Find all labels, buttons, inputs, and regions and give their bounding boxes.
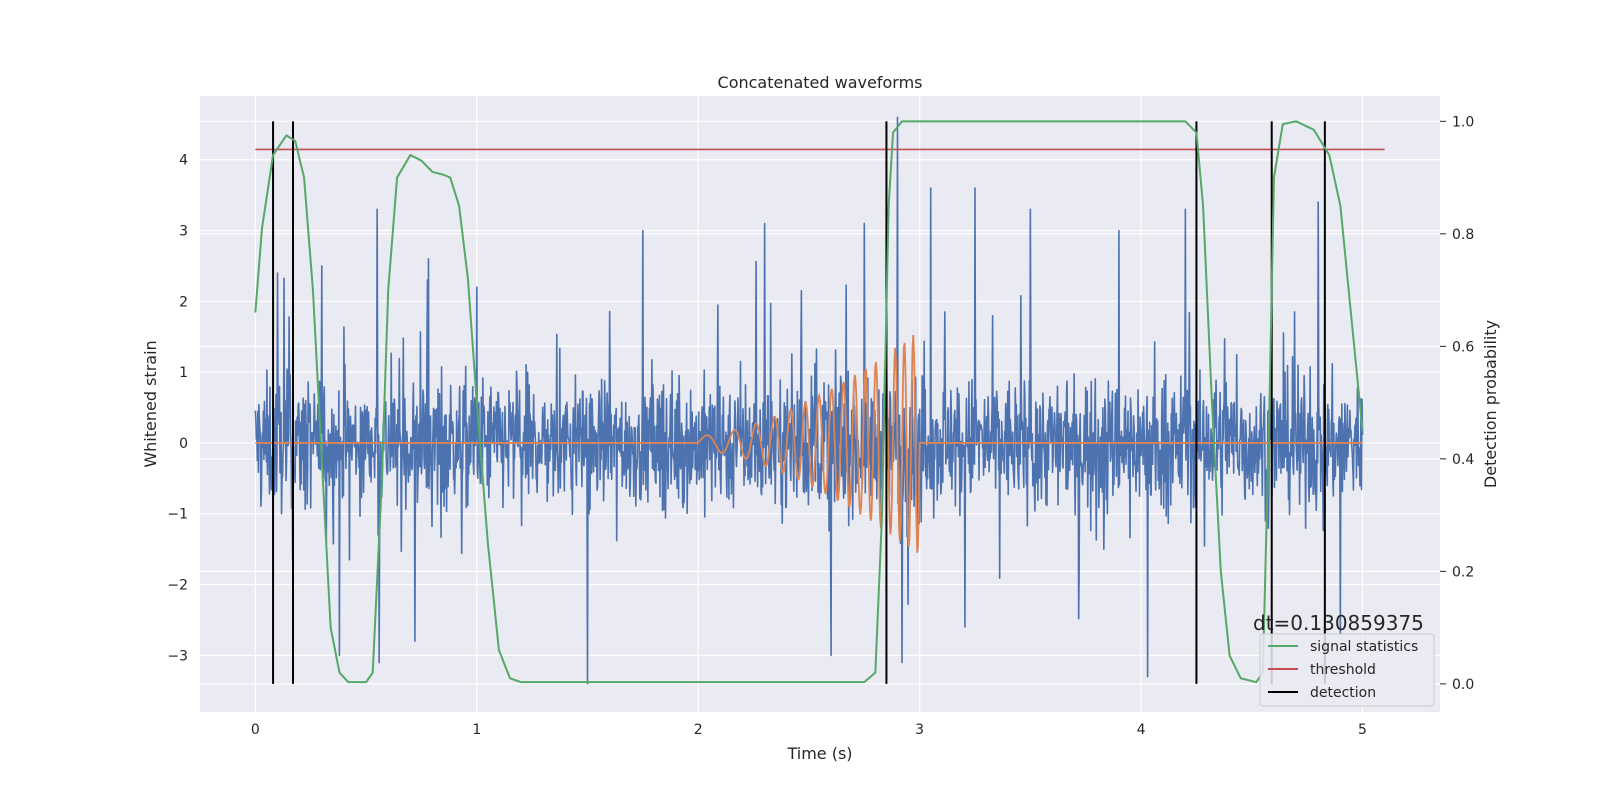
signal-statistics-line	[254, 120, 1364, 684]
y2-tick-label: 0.8	[1452, 227, 1474, 243]
y-tick-label: 4	[179, 153, 188, 169]
x-tick-label: 4	[1137, 722, 1146, 738]
tick-labels: 0 1 2 3 4 5 −3 −2 −1 0 1 2 3 4 0.0 0.2 0.4 0.6 0.8 1.0	[167, 114, 1474, 738]
x-tick-label: 5	[1358, 722, 1367, 738]
y-tick-label: −2	[167, 578, 188, 594]
x-tick-label: 1	[472, 722, 481, 738]
y-axis-label: Whitened strain	[141, 340, 160, 467]
y-tick-label: −1	[167, 507, 188, 523]
y-tick-label: 1	[179, 365, 188, 381]
y2-axis-label: Detection probability	[1481, 320, 1500, 488]
y-tick-label: 0	[179, 436, 188, 452]
y-tick-label: −3	[167, 648, 188, 664]
legend-label-detection: detection	[1310, 685, 1376, 701]
y2-tick-label: 0.4	[1452, 452, 1474, 468]
y2-tick-label: 0.6	[1452, 339, 1474, 355]
chart-title: Concatenated waveforms	[718, 73, 923, 92]
injected-chirp-line	[255, 334, 1363, 553]
x-tick-label: 3	[915, 722, 924, 738]
dt-annotation: dt=0.130859375	[1253, 611, 1424, 635]
y2-tick-label: 0.2	[1452, 564, 1474, 580]
legend-box	[1259, 633, 1435, 707]
y-tick-label: 2	[179, 294, 188, 310]
x-tick-label: 0	[251, 722, 260, 738]
y2-tick-label: 1.0	[1452, 114, 1474, 130]
legend-label-threshold: threshold	[1310, 662, 1376, 678]
y2-tick-label: 0.0	[1452, 677, 1474, 693]
x-tick-label: 2	[694, 722, 703, 738]
x-axis-label: Time (s)	[786, 744, 852, 763]
series-layer	[254, 116, 1385, 685]
legend: signal statistics threshold detection	[1259, 633, 1435, 707]
y-tick-label: 3	[179, 224, 188, 240]
legend-label-signal-statistics: signal statistics	[1310, 639, 1418, 655]
